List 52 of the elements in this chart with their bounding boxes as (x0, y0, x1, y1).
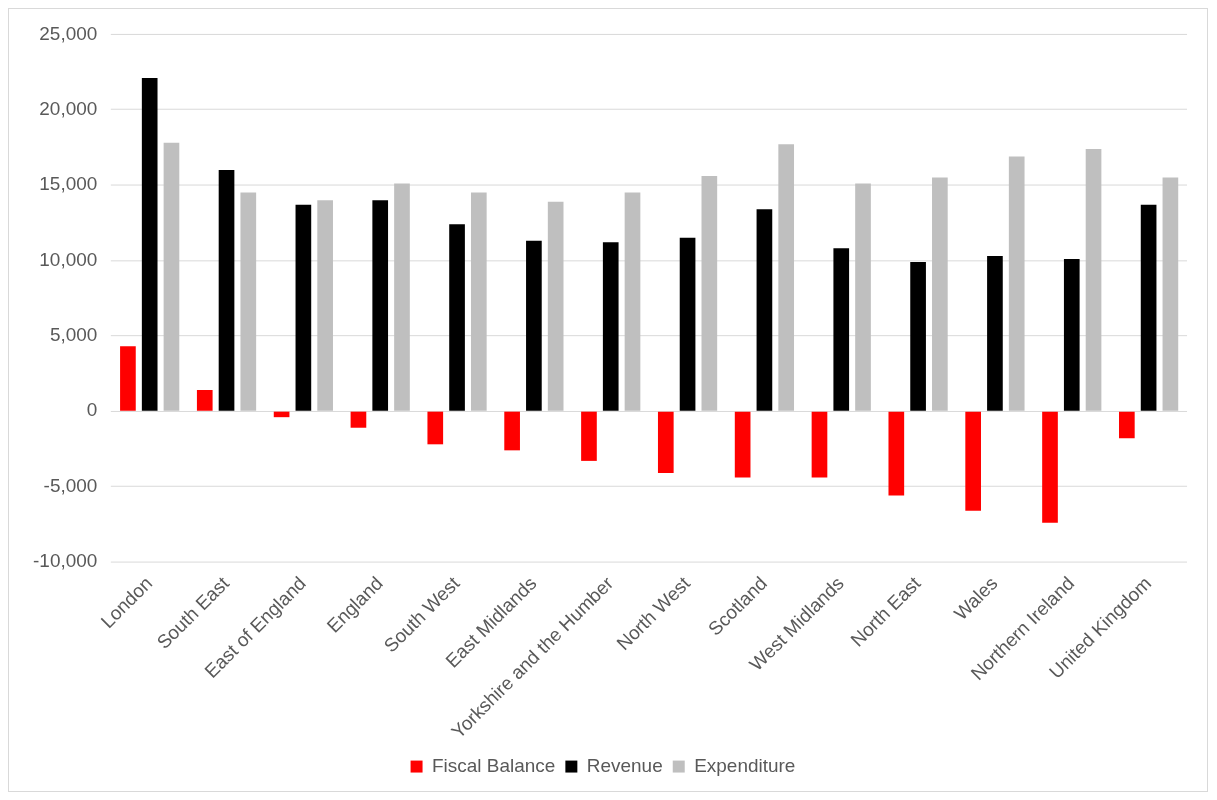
bar (372, 200, 389, 411)
bar (240, 192, 257, 411)
bar (1042, 411, 1058, 523)
legend-label: Fiscal Balance (432, 754, 556, 776)
bar (932, 177, 948, 411)
bar (394, 183, 410, 411)
bar (855, 183, 871, 411)
bar (163, 142, 180, 411)
bar (427, 411, 444, 445)
bar (350, 411, 367, 428)
bar (526, 240, 542, 411)
y-tick-label: 5,000 (49, 324, 98, 346)
y-tick-label: 10,000 (39, 248, 98, 270)
bar (987, 255, 1003, 411)
bar (756, 209, 773, 411)
bar (218, 169, 235, 411)
bar (1140, 204, 1157, 411)
y-tick-label: 20,000 (39, 97, 98, 119)
bar (1008, 156, 1025, 411)
bar (449, 224, 465, 411)
bar (295, 204, 312, 411)
y-tick-label: 15,000 (39, 173, 98, 195)
y-tick-label: 25,000 (39, 22, 98, 44)
bar (624, 192, 641, 411)
y-tick-label: -5,000 (43, 474, 98, 496)
bar (888, 411, 905, 496)
y-tick-label: 0 (86, 399, 98, 421)
bar (602, 242, 619, 411)
bar (778, 144, 795, 411)
bar (547, 201, 564, 411)
bar (734, 411, 751, 478)
y-tick-label: -10,000 (33, 550, 98, 572)
bar (196, 390, 213, 411)
legend-label: Revenue (586, 754, 663, 776)
bar (910, 261, 926, 411)
bar (470, 192, 487, 411)
bar (701, 176, 718, 411)
bar (1119, 411, 1135, 439)
bar (833, 248, 850, 411)
bar (1063, 258, 1080, 411)
bar (811, 411, 828, 478)
bar (679, 237, 696, 411)
bar (504, 411, 520, 451)
legend-label: Expenditure (694, 754, 796, 776)
bar (120, 346, 136, 411)
bar (657, 411, 674, 473)
bar (141, 78, 158, 411)
bar (1162, 177, 1179, 411)
bar (1085, 148, 1102, 411)
bar (965, 411, 981, 511)
bar (581, 411, 597, 461)
bar (317, 200, 333, 411)
